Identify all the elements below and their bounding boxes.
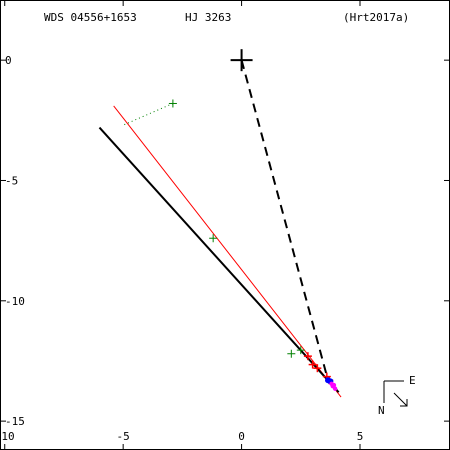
chart-subtitle: HJ 3263 <box>185 11 231 24</box>
red-fit-line <box>113 105 342 398</box>
red-point-2 <box>313 364 322 373</box>
y-tick-label-2: -10 <box>5 295 25 308</box>
compass-east-label: E <box>409 374 416 387</box>
green-residual-0 <box>122 103 174 126</box>
primary-star-marker <box>230 49 253 72</box>
x-tick-label-0: -10 <box>0 430 15 443</box>
x-tick-label-1: -5 <box>117 430 130 443</box>
red-point-0 <box>303 352 312 361</box>
green-point-3 <box>296 346 305 355</box>
green-point-2 <box>287 349 296 358</box>
data-marks <box>168 49 338 391</box>
magenta-point-3 <box>331 382 337 388</box>
compass-north-label: N <box>378 404 385 417</box>
dashed-line <box>240 59 329 381</box>
x-tick-label-3: 5 <box>357 430 364 443</box>
x-tick-label-2: 0 <box>238 430 245 443</box>
green-point-0 <box>168 99 177 108</box>
y-tick-label-3: -15 <box>5 415 25 428</box>
compass-arrow-line <box>393 392 408 407</box>
compass-arrow-head <box>400 399 408 407</box>
y-tick-label-1: -5 <box>5 174 18 187</box>
y-tick-label-0: 0 <box>5 54 12 67</box>
compass: E N <box>378 374 416 417</box>
orbit-lines <box>98 59 342 398</box>
orbit-line <box>98 126 340 393</box>
green-point-1 <box>209 234 218 243</box>
chart-title: WDS 04556+1653 <box>44 11 137 24</box>
reference-label: (Hrt2017a) <box>343 11 409 24</box>
magenta-point-2 <box>332 386 338 391</box>
red-point-1 <box>308 360 317 369</box>
